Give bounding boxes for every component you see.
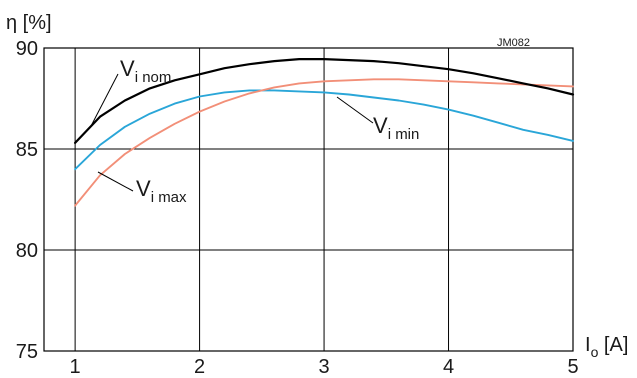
x-axis-title-main: I bbox=[585, 334, 591, 356]
series-line-vi-nom bbox=[73, 57, 575, 144]
series-line-vi-min bbox=[74, 89, 574, 171]
series-label-vi-max: Vi max bbox=[136, 176, 187, 206]
series-label-vi-min: Vi min bbox=[373, 113, 419, 143]
x-axis-title-sub: o bbox=[591, 344, 599, 360]
x-tick-label-5: 5 bbox=[567, 356, 578, 378]
leader-vi-nom bbox=[89, 73, 119, 129]
x-axis-title: Io [A] bbox=[585, 334, 628, 360]
leader-lines bbox=[89, 73, 374, 192]
series-lines bbox=[73, 57, 575, 207]
y-tick-label-90: 90 bbox=[16, 38, 38, 60]
x-tick-label-3: 3 bbox=[318, 356, 329, 378]
x-tick-label-4: 4 bbox=[443, 356, 454, 378]
x-axis-title-unit: [A] bbox=[598, 334, 628, 356]
x-tick-label-1: 1 bbox=[70, 356, 81, 378]
grid bbox=[43, 47, 574, 352]
leader-vi-max bbox=[97, 171, 134, 192]
series-line-vi-max bbox=[74, 78, 574, 207]
tick-labels: 1 2 3 4 5 75 80 85 90 bbox=[16, 38, 579, 378]
chart-code: JM082 bbox=[497, 37, 530, 49]
leader-vi-min bbox=[336, 96, 374, 124]
y-axis-title: η [%] bbox=[6, 12, 52, 34]
x-tick-label-2: 2 bbox=[194, 356, 205, 378]
plot-frame bbox=[43, 47, 574, 352]
series-label-vi-nom: Vi nom bbox=[120, 56, 171, 86]
y-tick-label-75: 75 bbox=[16, 341, 38, 363]
y-tick-label-80: 80 bbox=[16, 240, 38, 262]
y-tick-label-85: 85 bbox=[16, 139, 38, 161]
